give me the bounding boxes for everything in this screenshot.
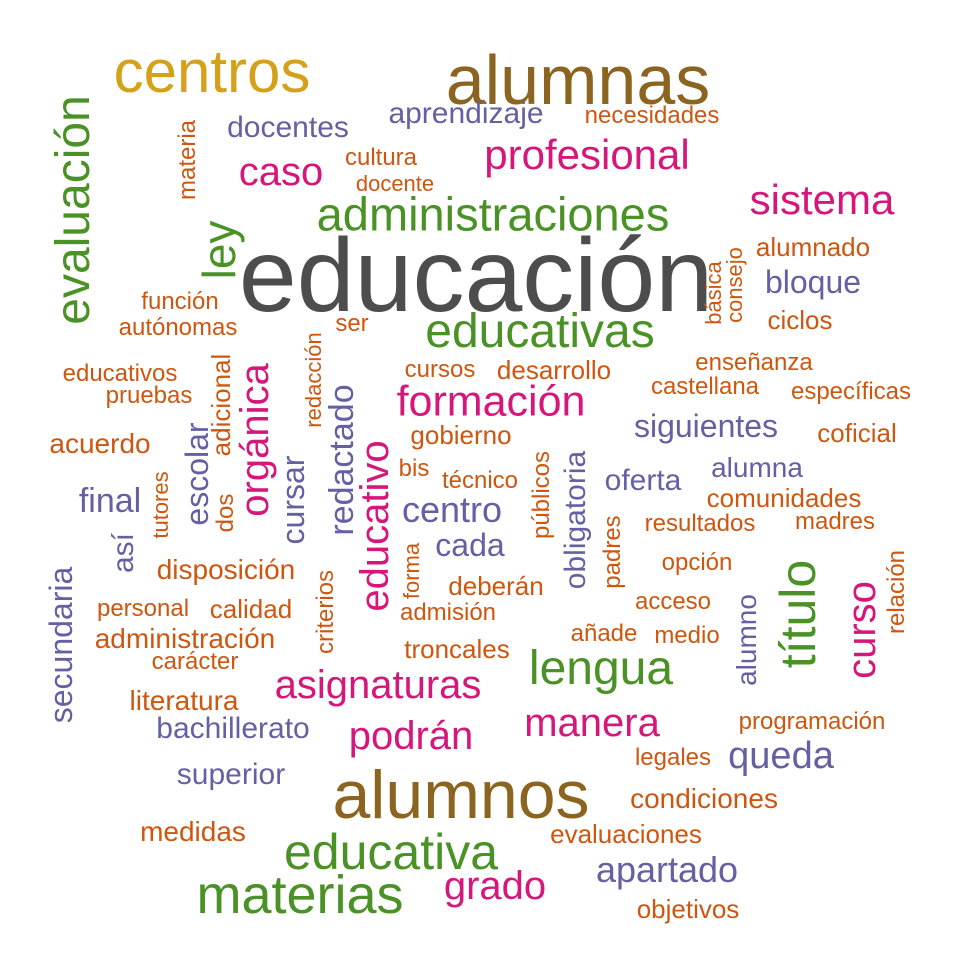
word-curso: curso	[840, 581, 884, 679]
word-personal: personal	[96, 595, 190, 622]
word-cada: cada	[435, 527, 505, 563]
word-alumno: alumno	[731, 594, 762, 686]
word-objetivos: objetivos	[636, 894, 740, 924]
word-evaluacion: evaluación	[47, 95, 100, 325]
word-siguientes: siguientes	[633, 408, 779, 444]
word-desarrollo: desarrollo	[496, 355, 612, 385]
word-apartado: apartado	[595, 849, 739, 890]
word-podran: podrán	[348, 714, 474, 758]
word-secundaria: secundaria	[43, 566, 79, 724]
word-castellana: castellana	[650, 373, 760, 400]
word-consejo: consejo	[722, 247, 747, 323]
word-adicional: adicional	[206, 353, 236, 457]
word-resultados: resultados	[644, 510, 756, 537]
word-ley: ley	[193, 220, 245, 280]
word-titulo: título	[770, 559, 826, 669]
word-necesidades: necesidades	[584, 102, 720, 129]
word-ciclos: ciclos	[767, 305, 833, 335]
word-calidad: calidad	[209, 594, 293, 624]
word-final: final	[78, 482, 142, 520]
word-manera: manera	[524, 701, 660, 745]
word-alumnas: alumnas	[445, 41, 711, 119]
word-aprendizaje: aprendizaje	[388, 97, 544, 130]
word-grado: grado	[443, 864, 547, 908]
word-coficial: coficial	[817, 418, 897, 448]
word-literatura: literatura	[129, 685, 239, 716]
word-tecnico: técnico	[441, 467, 519, 494]
word-madres: madres	[794, 508, 876, 535]
word-docente: docente	[355, 171, 435, 196]
word-sistema: sistema	[749, 176, 895, 223]
word-docentes: docentes	[227, 111, 349, 144]
word-educativa: educativa	[283, 824, 499, 880]
word-centros: centros	[113, 38, 311, 105]
word-superior: superior	[176, 758, 286, 791]
word-funcion: función	[141, 288, 219, 315]
word-educativo: educativo	[353, 440, 397, 612]
word-troncales: troncales	[404, 634, 510, 664]
word-comunidades: comunidades	[706, 483, 862, 513]
word-materias: materias	[196, 865, 404, 925]
word-publicos: públicos	[528, 450, 555, 540]
word-bis: bis	[398, 455, 430, 482]
word-queda: queda	[728, 735, 834, 777]
word-tutores: tutores	[148, 471, 173, 539]
word-alumnado: alumnado	[755, 232, 871, 262]
word-formacion: formación	[396, 377, 586, 426]
word-condiciones: condiciones	[630, 783, 778, 814]
word-deberan: deberán	[448, 571, 544, 601]
word-acuerdo: acuerdo	[49, 428, 151, 459]
word-padres: padres	[599, 515, 626, 589]
word-acceso: acceso	[634, 588, 712, 615]
word-alumna: alumna	[711, 452, 803, 483]
word-asi: así	[107, 532, 140, 574]
word-bloque: bloque	[764, 264, 862, 300]
word-anade: añade	[570, 620, 638, 647]
word-ser: ser	[335, 310, 369, 337]
word-forma: forma	[399, 542, 424, 600]
word-organica: orgánica	[233, 363, 277, 517]
word-legales: legales	[634, 744, 712, 771]
word-cursos: cursos	[404, 356, 476, 383]
word-relacion: relación	[883, 549, 910, 635]
word-redactado: redactado	[323, 384, 361, 536]
word-asignaturas: asignaturas	[274, 663, 482, 707]
word-administracion: administración	[94, 623, 276, 654]
word-educativos: educativos	[62, 360, 178, 387]
word-disposicion: disposición	[156, 554, 296, 585]
word-profesional: profesional	[484, 131, 690, 178]
word-programacion: programación	[738, 708, 886, 735]
word-oferta: oferta	[604, 464, 682, 497]
word-ensenanza: enseñanza	[695, 349, 813, 376]
word-medidas: medidas	[140, 816, 246, 847]
word-caracter: carácter	[151, 648, 239, 675]
word-bachillerato: bachillerato	[156, 712, 310, 745]
word-educativas: educativas	[425, 305, 655, 358]
word-cursar: cursar	[275, 455, 311, 545]
word-cultura: cultura	[344, 144, 418, 171]
word-pruebas: pruebas	[105, 382, 193, 409]
word-administraciones: administraciones	[316, 187, 670, 241]
word-dos: dos	[212, 493, 239, 533]
word-medio: medio	[654, 622, 720, 649]
word-redaccion: redacción	[301, 332, 326, 428]
word-obligatoria: obligatoria	[559, 450, 592, 590]
word-lengua: lengua	[528, 642, 674, 695]
word-admision: admisión	[399, 599, 497, 626]
word-opcion: opción	[661, 549, 733, 576]
word-caso: caso	[238, 150, 324, 194]
word-materia: materia	[174, 119, 201, 201]
word-especificas: específicas	[790, 378, 912, 405]
word-educacion: educación	[238, 218, 714, 334]
word-alumnos: alumnos	[332, 757, 590, 833]
word-autonomas: autónomas	[118, 314, 238, 341]
word-criterios: criterios	[312, 569, 339, 655]
word-evaluaciones: evaluaciones	[550, 819, 702, 849]
word-gobierno: gobierno	[410, 420, 512, 450]
word-centro: centro	[401, 489, 503, 530]
